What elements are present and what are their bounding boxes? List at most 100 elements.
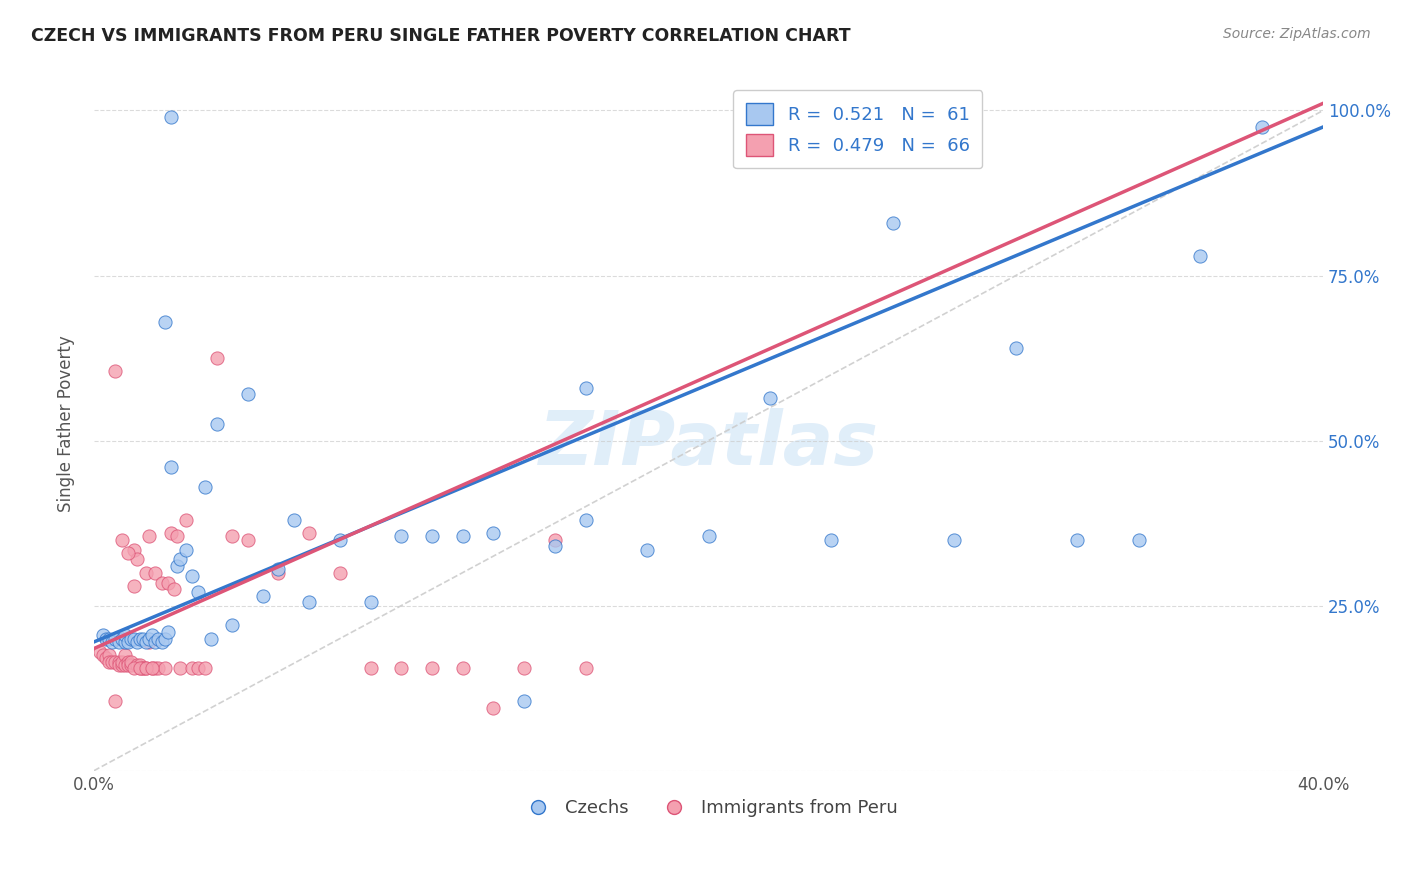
Point: [101, 635, 124, 649]
Point: [91, 648, 114, 662]
Point: [129, 632, 152, 646]
Point: [193, 480, 215, 494]
Point: [544, 539, 567, 553]
Point: [163, 582, 186, 596]
Point: [110, 632, 132, 646]
Point: [110, 533, 132, 547]
Point: [129, 661, 152, 675]
Point: [101, 655, 124, 669]
Point: [451, 661, 474, 675]
Point: [141, 628, 163, 642]
Point: [89, 645, 111, 659]
Point: [205, 351, 228, 365]
Point: [169, 552, 191, 566]
Point: [129, 658, 152, 673]
Point: [117, 635, 139, 649]
Point: [98, 632, 121, 646]
Point: [943, 533, 966, 547]
Point: [135, 661, 157, 675]
Point: [187, 585, 209, 599]
Point: [120, 632, 142, 646]
Point: [482, 701, 505, 715]
Point: [135, 566, 157, 580]
Point: [882, 216, 904, 230]
Point: [135, 661, 157, 675]
Point: [156, 625, 179, 640]
Point: [117, 658, 139, 673]
Point: [107, 635, 129, 649]
Point: [96, 632, 118, 646]
Point: [114, 635, 136, 649]
Point: [110, 655, 132, 669]
Point: [125, 658, 148, 673]
Point: [150, 575, 173, 590]
Point: [236, 533, 259, 547]
Point: [156, 575, 179, 590]
Point: [544, 533, 567, 547]
Point: [132, 661, 155, 675]
Point: [575, 661, 598, 675]
Text: Source: ZipAtlas.com: Source: ZipAtlas.com: [1223, 27, 1371, 41]
Point: [181, 661, 204, 675]
Point: [148, 632, 170, 646]
Point: [104, 632, 127, 646]
Point: [267, 566, 290, 580]
Point: [107, 658, 129, 673]
Point: [114, 648, 136, 662]
Point: [575, 513, 598, 527]
Point: [104, 364, 127, 378]
Point: [135, 635, 157, 649]
Legend: Czechs, Immigrants from Peru: Czechs, Immigrants from Peru: [512, 791, 904, 824]
Point: [200, 632, 222, 646]
Point: [122, 579, 145, 593]
Point: [482, 526, 505, 541]
Point: [129, 661, 152, 675]
Point: [1189, 249, 1212, 263]
Point: [181, 569, 204, 583]
Point: [636, 542, 658, 557]
Point: [329, 566, 352, 580]
Point: [329, 533, 352, 547]
Point: [451, 529, 474, 543]
Point: [145, 635, 167, 649]
Point: [174, 542, 197, 557]
Point: [360, 661, 382, 675]
Point: [120, 655, 142, 669]
Point: [159, 110, 181, 124]
Point: [575, 381, 598, 395]
Point: [117, 546, 139, 560]
Point: [298, 595, 321, 609]
Point: [187, 661, 209, 675]
Point: [360, 595, 382, 609]
Point: [125, 552, 148, 566]
Point: [110, 658, 132, 673]
Point: [132, 632, 155, 646]
Point: [236, 387, 259, 401]
Point: [125, 635, 148, 649]
Point: [221, 618, 243, 632]
Point: [159, 526, 181, 541]
Point: [114, 658, 136, 673]
Text: CZECH VS IMMIGRANTS FROM PERU SINGLE FATHER POVERTY CORRELATION CHART: CZECH VS IMMIGRANTS FROM PERU SINGLE FAT…: [31, 27, 851, 45]
Point: [169, 661, 191, 675]
Point: [153, 632, 176, 646]
Point: [166, 529, 188, 543]
Point: [174, 513, 197, 527]
Point: [420, 529, 443, 543]
Point: [513, 661, 536, 675]
Point: [159, 460, 181, 475]
Point: [153, 315, 176, 329]
Point: [120, 658, 142, 673]
Point: [513, 694, 536, 708]
Text: ZIPatlas: ZIPatlas: [538, 409, 879, 482]
Point: [96, 651, 118, 665]
Point: [122, 661, 145, 675]
Point: [98, 648, 121, 662]
Point: [145, 566, 167, 580]
Point: [283, 513, 305, 527]
Point: [298, 526, 321, 541]
Point: [98, 655, 121, 669]
Point: [138, 632, 160, 646]
Point: [117, 655, 139, 669]
Point: [1128, 533, 1150, 547]
